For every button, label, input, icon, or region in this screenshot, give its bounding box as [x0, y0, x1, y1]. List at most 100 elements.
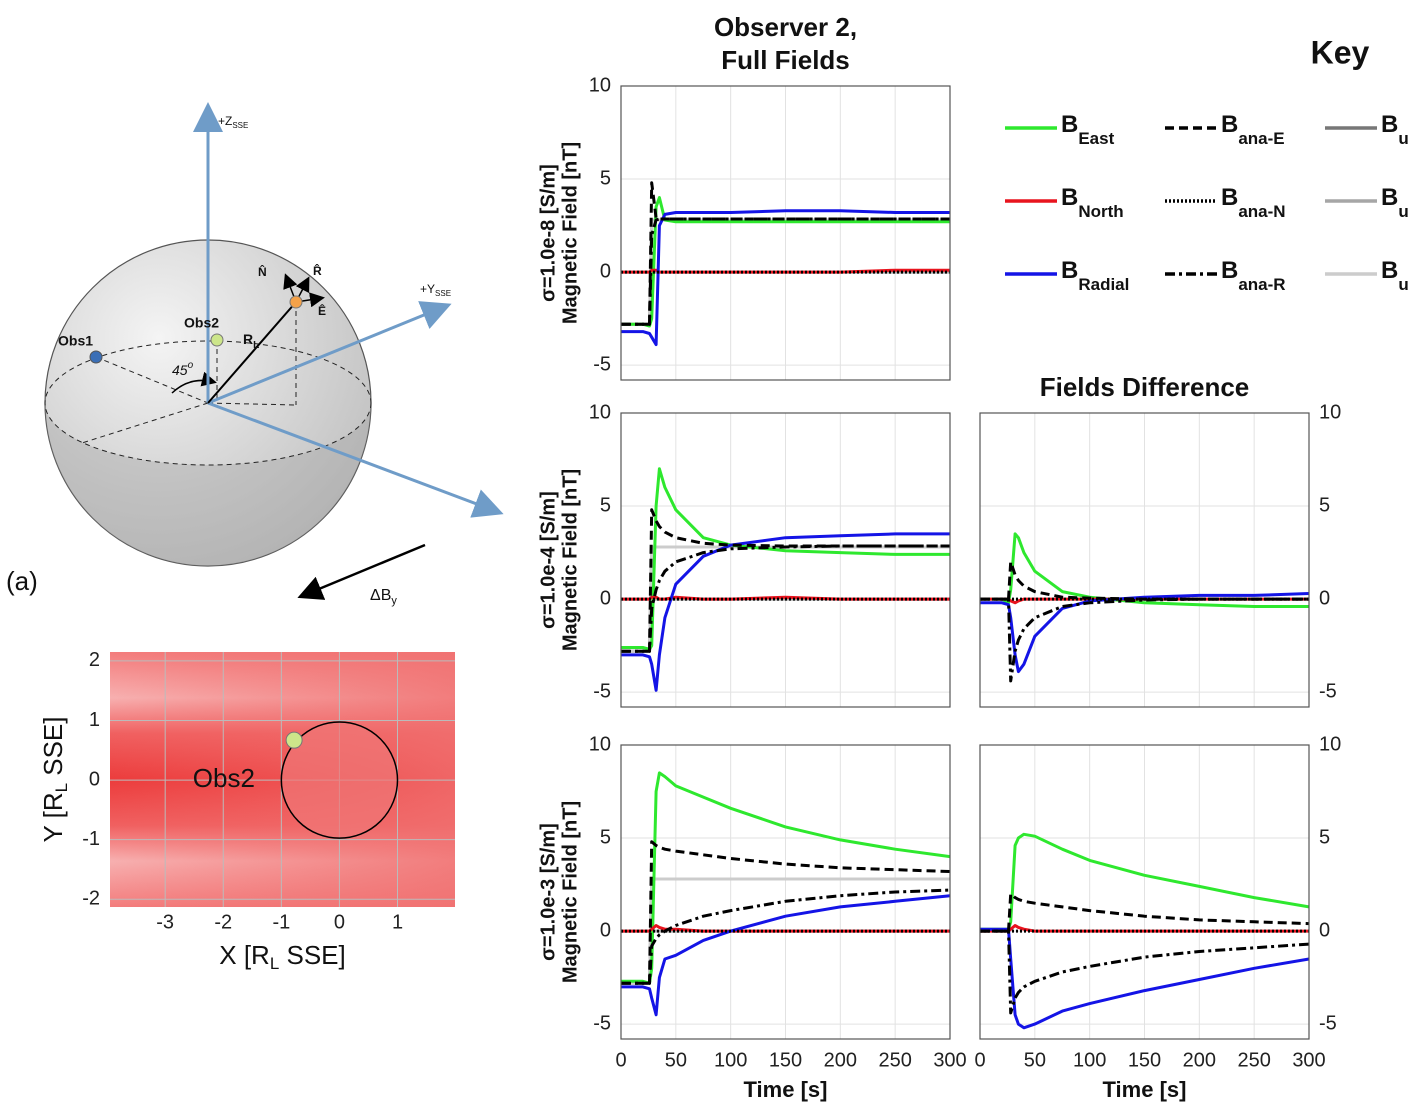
y-axis-label: Magnetic Field [nT]	[559, 469, 581, 651]
legend-subscript: ups-N	[1398, 202, 1409, 221]
series-line	[980, 892, 1310, 933]
legend-name: B	[1381, 257, 1398, 284]
plot-frame	[620, 85, 951, 381]
x-tick-label: 200	[824, 1049, 857, 1071]
x-tick-label: 300	[1292, 1049, 1325, 1071]
x-tick-label: 50	[1024, 1049, 1046, 1071]
y-axis-label: σ=1.0e-8 [S/m]	[537, 164, 559, 302]
x-tick-label: 0	[974, 1049, 985, 1071]
angle-arc	[171, 371, 217, 394]
y-tick-label: 2	[89, 649, 100, 671]
legend-name: B	[1381, 184, 1398, 211]
legend-entry: Bana-N	[1221, 184, 1286, 221]
radius-label: RL	[243, 331, 259, 351]
x-tick-label: 250	[878, 1049, 911, 1071]
series-line	[621, 209, 950, 347]
y-tick-label: 5	[1319, 494, 1330, 516]
x-tick-label: 150	[1128, 1049, 1161, 1071]
y-tick-label: 10	[1319, 733, 1341, 755]
delta-b-arrow	[297, 543, 426, 600]
equator	[44, 340, 372, 466]
x-tick-label: -2	[214, 911, 232, 933]
lower-hemisphere	[45, 403, 371, 566]
x-axis-label: Time [s]	[744, 1077, 828, 1102]
moon	[280, 721, 399, 839]
legend-entry: Bups-E	[1381, 111, 1409, 148]
x-tick-label: -1	[272, 911, 290, 933]
y-tick-label: 1	[89, 709, 100, 731]
y-axis-label: +YSSE	[420, 282, 451, 298]
legend-subscript: East	[1078, 129, 1114, 148]
x-tick-label: -3	[156, 911, 174, 933]
legend-subscript: ups-E	[1398, 129, 1409, 148]
series-line	[980, 597, 1309, 683]
x-tick-label: 300	[933, 1049, 966, 1071]
chart-title: Full Fields	[721, 45, 850, 75]
plot-frame	[620, 412, 951, 708]
observer-point	[289, 295, 303, 309]
legend-subscript: North	[1078, 202, 1123, 221]
y-tick-label: 10	[589, 74, 611, 96]
y-tick-label: 5	[1319, 826, 1330, 848]
series-line	[980, 927, 1310, 1030]
y-tick-label: 5	[600, 167, 611, 189]
y-tick-label: 10	[589, 733, 611, 755]
angle-label: 45o	[172, 360, 194, 378]
obs2-point	[210, 333, 224, 347]
y-tick-label: -5	[593, 680, 611, 702]
obs1-point	[89, 350, 103, 364]
x-tick-label: 50	[665, 1049, 687, 1071]
y-axis-label: σ=1.0e-3 [S/m]	[537, 823, 559, 961]
x-axis-label: X [RL SSE]	[219, 940, 345, 973]
n-hat-label: N̂	[258, 264, 267, 279]
legend-entry: BEast	[1061, 111, 1115, 148]
legend-name: B	[1061, 257, 1078, 284]
x-tick-label: 100	[714, 1049, 747, 1071]
y-tick-label: 0	[600, 260, 611, 282]
y-tick-label: 5	[600, 826, 611, 848]
x-axis-label-main: X [R	[219, 940, 270, 970]
y-tick-label: -5	[593, 1012, 611, 1034]
dashed-line	[95, 356, 209, 404]
series-line	[621, 888, 951, 985]
legend-entry: Bana-E	[1221, 111, 1285, 148]
x-tick-label: 0	[334, 911, 345, 933]
legend-name: B	[1221, 257, 1238, 284]
legend-name: B	[1221, 184, 1238, 211]
e-hat-label: Ê	[318, 303, 326, 318]
y-tick-label: 0	[600, 919, 611, 941]
obs1-label: Obs1	[58, 333, 93, 349]
r-hat-label: R̂	[313, 263, 322, 278]
legend-name: B	[1061, 111, 1078, 138]
y-axis	[207, 301, 452, 405]
radius-line	[207, 301, 297, 404]
legend-entry: BRadial	[1061, 257, 1129, 294]
y-axis-label: Magnetic Field [nT]	[559, 142, 581, 324]
series-line	[621, 894, 951, 1017]
y-tick-label: -5	[1319, 1012, 1337, 1034]
y-tick-label: -1	[82, 828, 100, 850]
legend-subscript: ana-N	[1238, 202, 1285, 221]
legend-subscript: ana-E	[1238, 129, 1284, 148]
y-tick-label: 10	[1319, 401, 1341, 423]
map-annotation: Obs2	[193, 763, 255, 793]
panel-label: (a)	[6, 566, 38, 596]
y-tick-label: 0	[600, 587, 611, 609]
y-tick-label: 5	[600, 494, 611, 516]
x-axis	[207, 401, 504, 518]
y-axis-label: σ=1.0e-4 [S/m]	[537, 491, 559, 629]
y-tick-label: 0	[1319, 919, 1330, 941]
x-axis-label-sub: L	[270, 954, 279, 973]
obs2-label: Obs2	[184, 315, 219, 331]
x-axis-label: Time [s]	[1103, 1077, 1187, 1102]
y-tick-label: 10	[589, 401, 611, 423]
legend-subscript: ana-R	[1238, 275, 1285, 294]
observer-point	[285, 731, 303, 749]
x-axis-label-tail: SSE]	[279, 940, 345, 970]
x-tick-label: 100	[1073, 1049, 1106, 1071]
legend-name: B	[1221, 111, 1238, 138]
series-line	[980, 929, 1310, 1015]
dashed-line	[207, 402, 297, 406]
x-tick-label: 150	[769, 1049, 802, 1071]
